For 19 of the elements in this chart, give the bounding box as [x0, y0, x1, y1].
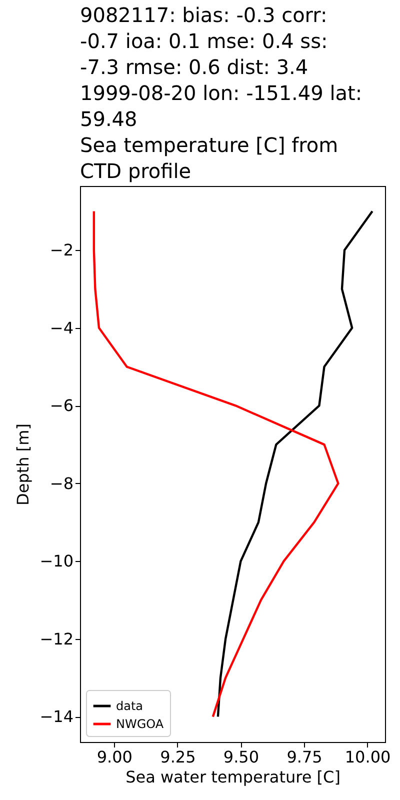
x-axis-title: Sea water temperature [C] [126, 768, 340, 786]
line-series [92, 210, 340, 718]
legend-label: data [116, 699, 144, 713]
x-tick-label: 9.00 [96, 748, 132, 766]
x-tick-label: 9.25 [160, 748, 196, 766]
y-tick-label: −6 [50, 396, 74, 416]
y-tick-label: −2 [50, 240, 74, 260]
line-series [216, 210, 374, 718]
y-tick-label: −14 [40, 707, 74, 726]
y-tick-label: −12 [40, 629, 74, 648]
y-tick-label: −10 [40, 552, 74, 571]
x-tick-label: 9.75 [286, 748, 322, 766]
y-axis-title: Depth [m] [14, 424, 33, 506]
x-tick-label: 10.00 [344, 748, 391, 766]
x-tick-label: 9.50 [223, 748, 260, 766]
legend-label: NWGOA [116, 717, 164, 731]
chart-title: 9082117: bias: -0.3 corr: -0.7 ioa: 0.1 mse: 0.4 ss: -7.3 rmse: 0.6 dist: 3.4 1999-08-20 lon: -151.49 lat: 59.48 Sea temperature [C] from CTD profile [80, 3, 362, 183]
y-tick-label: −4 [50, 318, 74, 338]
y-tick-label: −8 [50, 474, 74, 493]
